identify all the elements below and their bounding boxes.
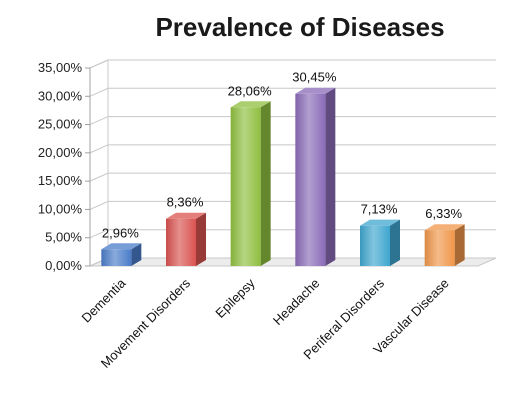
y-tick-label: 30,00% xyxy=(38,88,83,103)
data-label: 7,13% xyxy=(361,202,398,217)
x-tick-label: Dementia xyxy=(79,275,129,325)
y-tick-label: 25,00% xyxy=(38,117,83,132)
bars xyxy=(101,87,465,267)
gridline xyxy=(89,87,496,97)
y-tick-label: 10,00% xyxy=(38,201,83,216)
y-tick-label: 20,00% xyxy=(38,145,83,160)
bar-movement-disorders xyxy=(166,212,206,266)
x-tick-label: Epilepsy xyxy=(212,275,258,321)
gridline xyxy=(89,116,496,126)
y-tick-label: 0,00% xyxy=(45,258,82,273)
y-tick-label: 5,00% xyxy=(45,230,82,245)
y-axis: 0,00% 5,00% 10,00% 15,00% 20,00% 25,00% 30,00%… xyxy=(38,60,91,273)
y-tick-label: 35,00% xyxy=(38,60,83,75)
gridline xyxy=(89,59,496,69)
bar-vascular-disease xyxy=(424,224,465,266)
gridline xyxy=(89,172,496,182)
gridline xyxy=(89,144,496,154)
gridline xyxy=(89,200,496,210)
bar-epilepsy xyxy=(230,101,271,266)
data-label: 28,06% xyxy=(228,83,273,98)
data-label: 6,33% xyxy=(425,206,462,221)
data-label: 30,45% xyxy=(292,70,337,85)
data-labels: 2,96% 8,36% 28,06% 30,45% 7,13% 6,33% xyxy=(102,70,463,241)
chart-title: Prevalence of Diseases xyxy=(155,12,444,42)
bar-dementia xyxy=(101,243,142,266)
data-label: 2,96% xyxy=(102,225,139,240)
data-label: 8,36% xyxy=(167,195,204,210)
y-tick-label: 15,00% xyxy=(38,173,83,188)
bar-periferal-disorders xyxy=(360,219,400,266)
bar-headache xyxy=(295,87,336,267)
x-tick-label: Headache xyxy=(270,276,323,329)
